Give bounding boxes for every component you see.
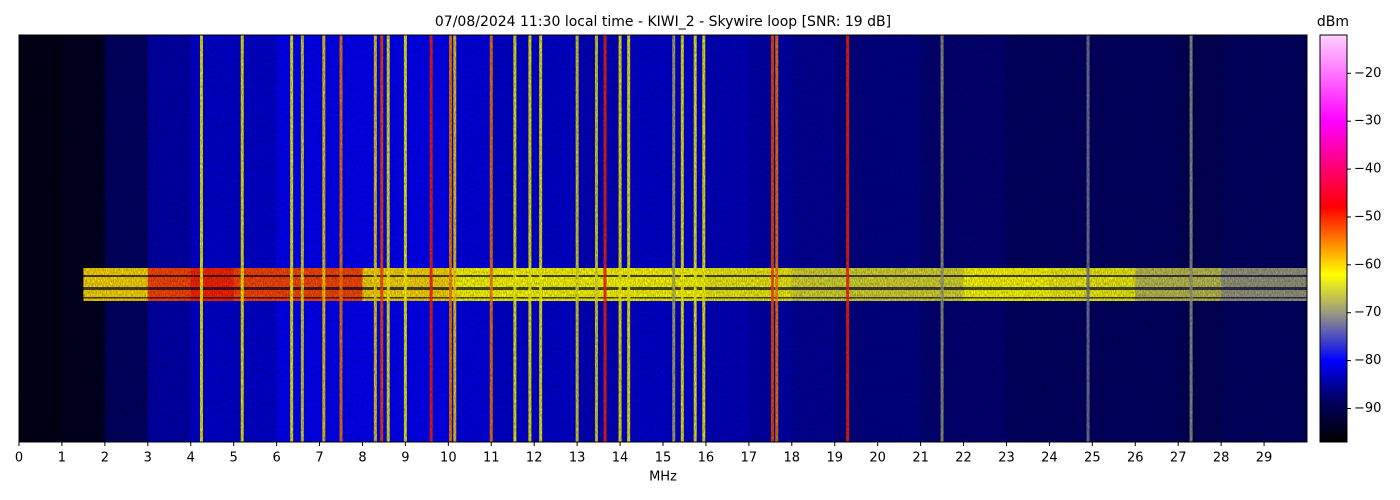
x-tick-label: 19 — [826, 451, 843, 466]
x-tick-label: 7 — [315, 451, 323, 466]
x-tick-label: 26 — [1127, 451, 1144, 466]
x-tick-label: 16 — [698, 451, 715, 466]
x-tick-label: 25 — [1084, 451, 1101, 466]
colorbar-label: dBm — [1317, 14, 1349, 30]
x-tick-label: 14 — [612, 451, 629, 466]
x-tick-label: 23 — [998, 451, 1015, 466]
x-tick-label: 0 — [15, 451, 23, 466]
x-tick-label: 24 — [1041, 451, 1058, 466]
colorbar-tick-label: −60 — [1354, 257, 1381, 272]
chart-title: 07/08/2024 11:30 local time - KIWI_2 - S… — [435, 14, 891, 30]
x-tick-label: 17 — [741, 451, 758, 466]
x-tick-label: 15 — [655, 451, 672, 466]
x-tick-label: 22 — [955, 451, 972, 466]
x-tick-label: 11 — [483, 451, 500, 466]
x-tick-label: 9 — [401, 451, 409, 466]
x-axis-label: MHz — [649, 470, 677, 485]
x-tick-label: 21 — [912, 451, 929, 466]
colorbar-tick-label: −40 — [1354, 162, 1381, 177]
noise-texture — [19, 35, 1307, 442]
x-tick-label: 4 — [187, 451, 195, 466]
x-tick-label: 13 — [569, 451, 586, 466]
x-tick-label: 1 — [58, 451, 66, 466]
x-tick-label: 18 — [784, 451, 801, 466]
colorbar-tick-label: −80 — [1354, 353, 1381, 368]
colorbar-tick-label: −50 — [1354, 209, 1381, 224]
x-tick-label: 12 — [526, 451, 543, 466]
x-tick-label: 6 — [272, 451, 280, 466]
colorbar-tick-label: −90 — [1354, 401, 1381, 416]
x-tick-label: 29 — [1256, 451, 1273, 466]
x-tick-label: 5 — [230, 451, 238, 466]
x-tick-label: 20 — [869, 451, 886, 466]
colorbar-tick-label: −20 — [1354, 66, 1381, 81]
x-tick-label: 8 — [358, 451, 366, 466]
x-tick-label: 2 — [101, 451, 109, 466]
colorbar-tick-label: −70 — [1354, 305, 1381, 320]
colorbar — [1319, 34, 1348, 443]
x-tick-label: 3 — [144, 451, 152, 466]
x-tick-label: 28 — [1213, 451, 1230, 466]
x-tick-label: 27 — [1170, 451, 1187, 466]
colorbar-tick-label: −30 — [1354, 114, 1381, 129]
x-tick-label: 10 — [440, 451, 457, 466]
